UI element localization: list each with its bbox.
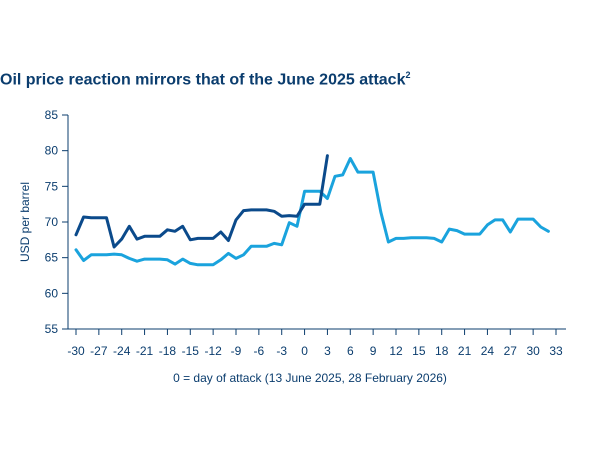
x-axis-label: 0 = day of attack (13 June 2025, 28 Febr… bbox=[173, 371, 447, 385]
series-line bbox=[74, 157, 550, 267]
y-axis-label: USD per barrel bbox=[18, 182, 32, 262]
x-tick-label: 30 bbox=[526, 344, 540, 358]
y-tick-label: 70 bbox=[45, 215, 59, 229]
x-tick-label: -27 bbox=[90, 344, 108, 358]
y-tick-label: 55 bbox=[45, 322, 59, 336]
y-tick-label: 85 bbox=[45, 108, 59, 122]
chart-title: Oil price reaction mirrors that of the J… bbox=[0, 70, 411, 89]
x-tick-label: 6 bbox=[347, 344, 354, 358]
y-tick-label: 60 bbox=[45, 286, 59, 300]
x-tick-label: -6 bbox=[254, 344, 265, 358]
x-tick-label: 33 bbox=[549, 344, 563, 358]
x-tick-label: -21 bbox=[136, 344, 154, 358]
x-tick-label: -18 bbox=[159, 344, 177, 358]
x-tick-label: -9 bbox=[231, 344, 242, 358]
series-line bbox=[74, 154, 329, 249]
y-tick-label: 65 bbox=[45, 251, 59, 265]
x-tick-label: 9 bbox=[370, 344, 377, 358]
x-tick-label: -3 bbox=[276, 344, 287, 358]
y-tick-label: 80 bbox=[45, 144, 59, 158]
x-tick-label: 12 bbox=[389, 344, 403, 358]
x-tick-label: 21 bbox=[458, 344, 472, 358]
x-tick-label: 3 bbox=[324, 344, 331, 358]
x-tick-label: 24 bbox=[481, 344, 495, 358]
y-tick-label: 75 bbox=[45, 179, 59, 193]
x-tick-label: 15 bbox=[412, 344, 426, 358]
x-tick-label: -15 bbox=[182, 344, 200, 358]
x-tick-label: 27 bbox=[504, 344, 518, 358]
x-tick-label: 0 bbox=[301, 344, 308, 358]
x-tick-label: -12 bbox=[204, 344, 222, 358]
x-tick-label: -30 bbox=[67, 344, 85, 358]
x-tick-label: -24 bbox=[113, 344, 131, 358]
x-tick-label: 18 bbox=[435, 344, 449, 358]
